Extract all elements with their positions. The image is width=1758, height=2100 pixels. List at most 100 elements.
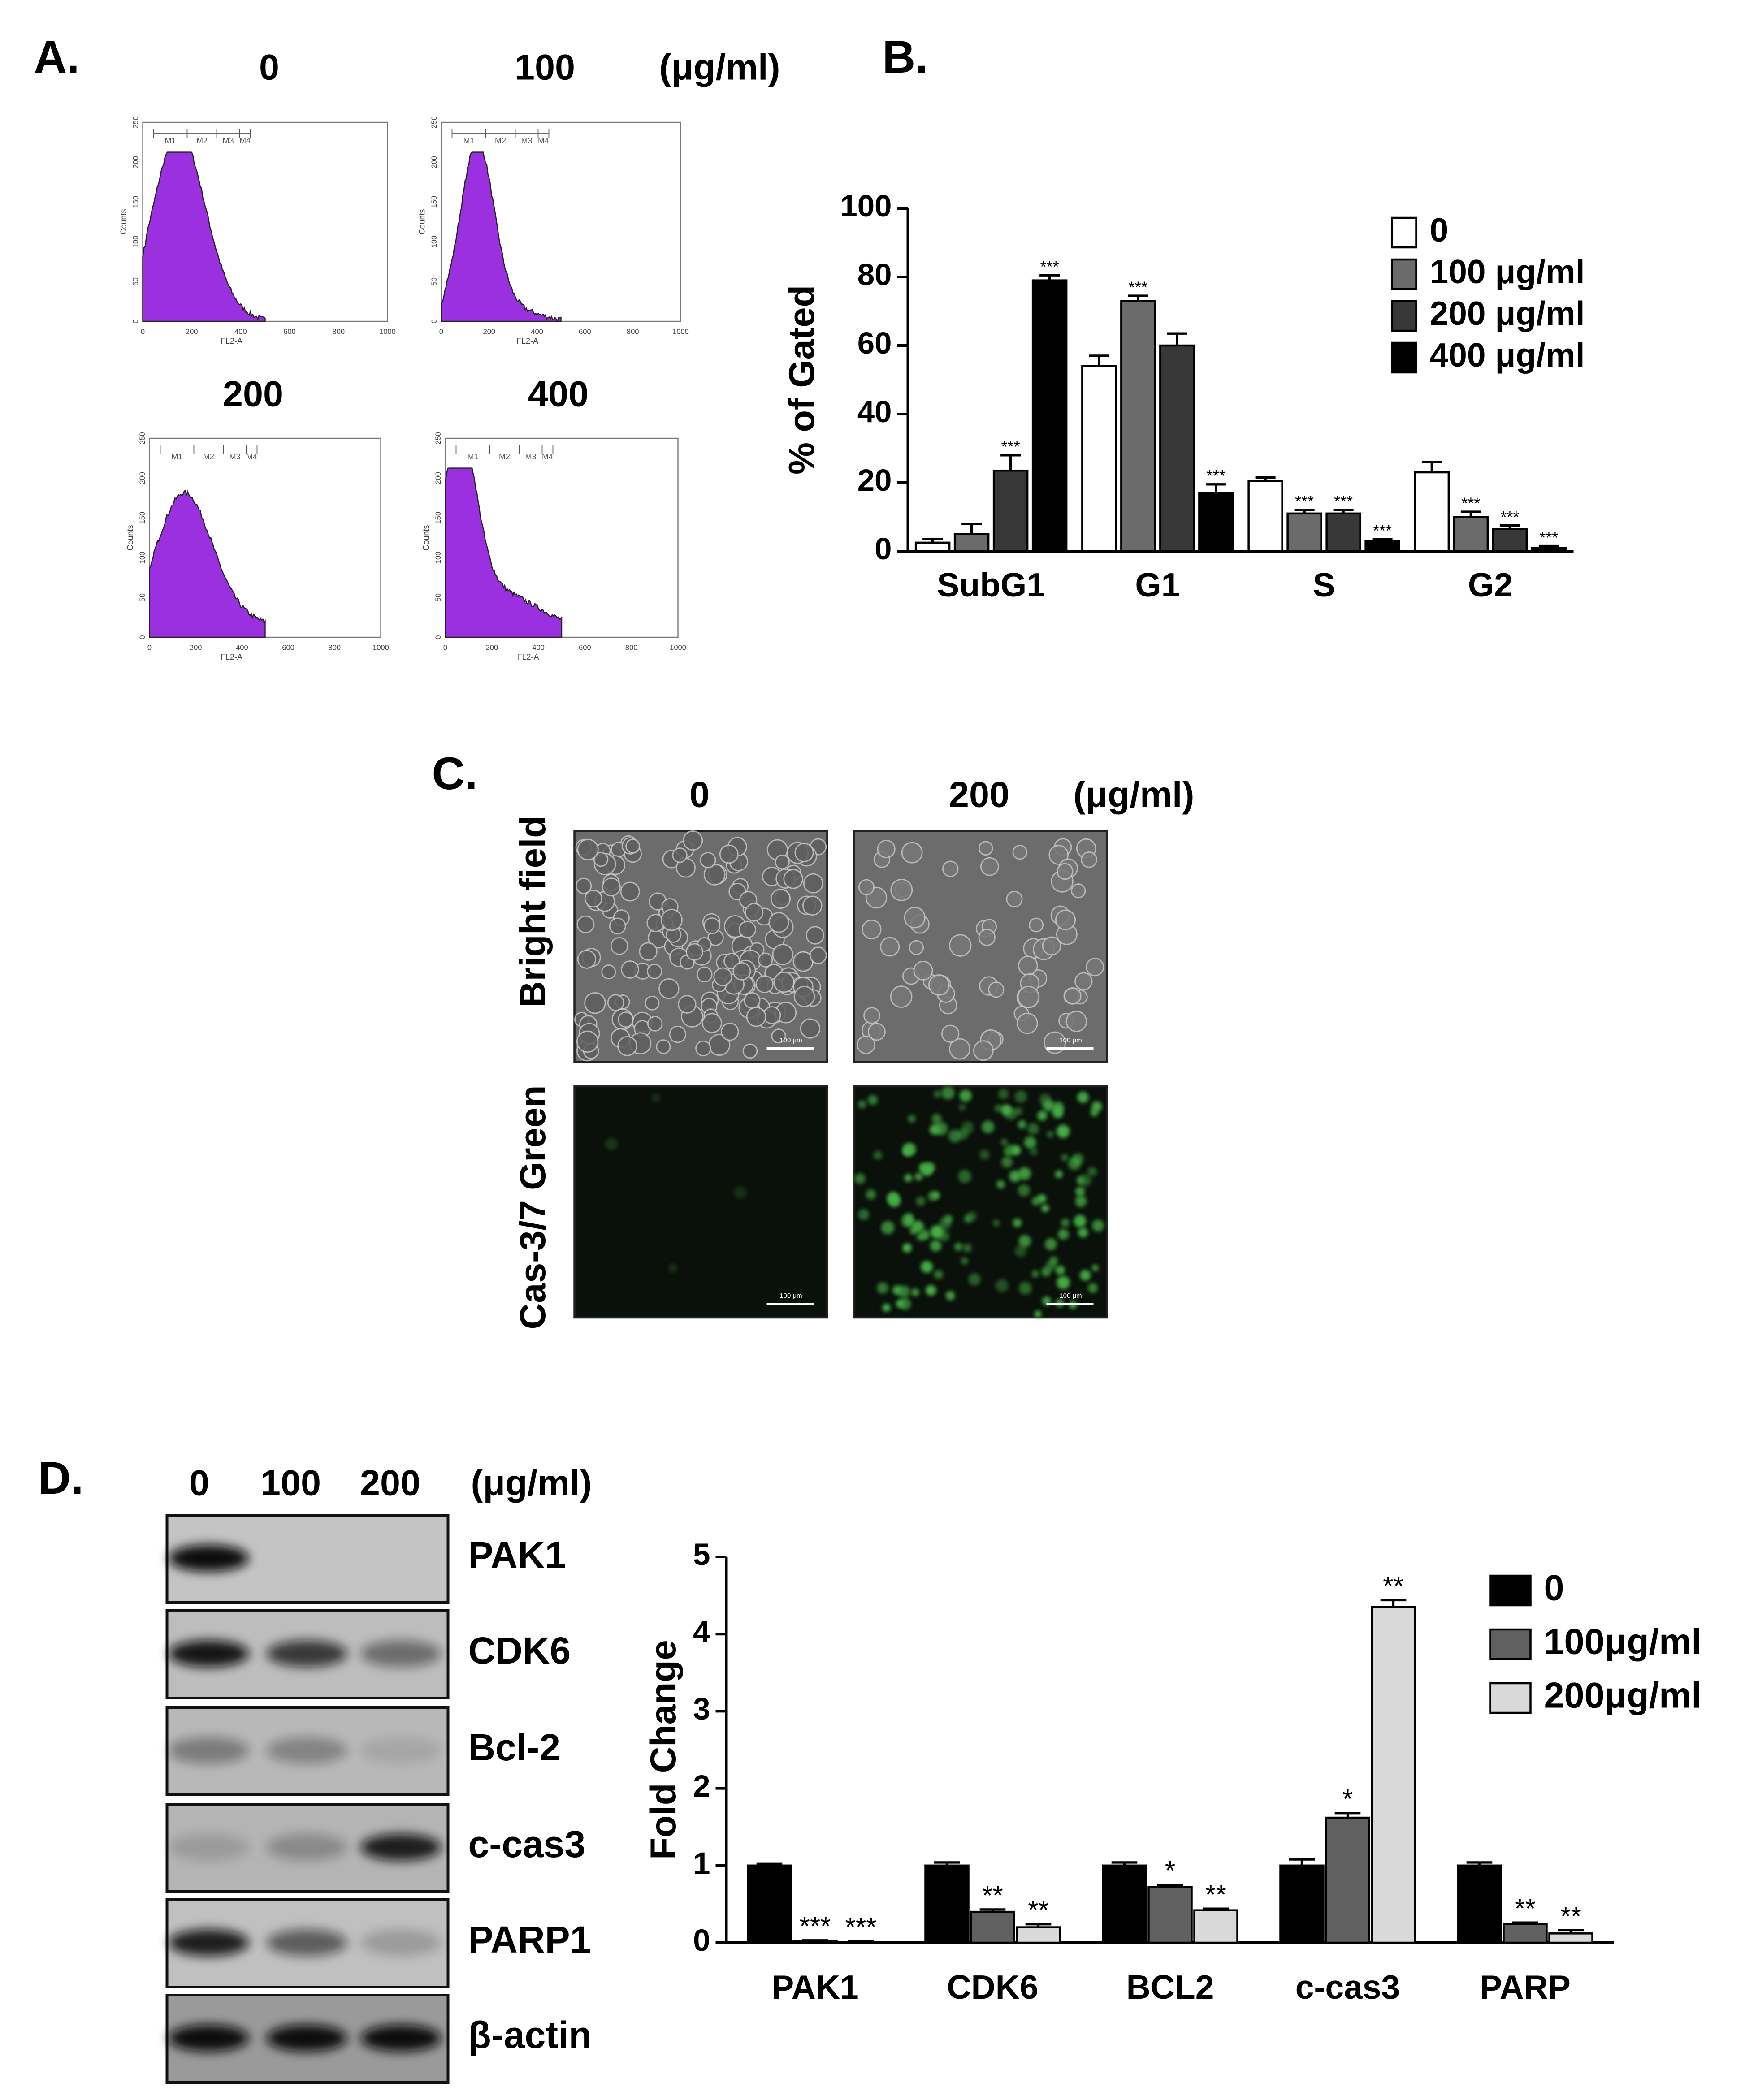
cell: [902, 1243, 912, 1253]
x-tick-label: 200: [486, 644, 498, 652]
y-tick-label: 150: [132, 196, 140, 208]
y-tick-label: 0: [132, 319, 140, 323]
cell: [772, 944, 794, 965]
cell: [995, 1279, 1009, 1292]
significance-label: ***: [1207, 467, 1225, 485]
legend-swatch: [1391, 258, 1417, 290]
cell: [959, 1089, 972, 1102]
error-bar: [1380, 1599, 1407, 1607]
blot-band: [168, 1545, 249, 1572]
y-tick-label: 100: [132, 236, 140, 248]
x-axis-label: FL2-A: [221, 652, 242, 661]
cell: [1034, 1310, 1042, 1318]
cell: [1041, 1204, 1049, 1212]
y-tick-label: 50: [434, 593, 442, 601]
cell: [1000, 1139, 1008, 1146]
cell: [593, 852, 609, 867]
gate-marker: M2: [196, 136, 208, 145]
bar: [1531, 547, 1567, 553]
panel-label: B.: [883, 31, 928, 82]
cell: [1044, 1238, 1057, 1250]
cell: [1029, 917, 1044, 933]
error-bar: [756, 1862, 783, 1866]
cell: [1077, 1091, 1089, 1103]
y-tick-label: 0: [875, 531, 892, 566]
cell: [958, 1103, 966, 1111]
cell: [867, 1095, 878, 1105]
micrograph: [573, 1085, 828, 1319]
cell: [739, 920, 756, 938]
x-tick-label: 400: [236, 644, 248, 652]
cell: [918, 1163, 927, 1172]
bar: [992, 469, 1029, 553]
cell: [1055, 1170, 1063, 1178]
error-bar: [1025, 1923, 1052, 1927]
y-tick-label: 2: [693, 1769, 710, 1803]
cell: [925, 1285, 936, 1296]
cell: [770, 889, 791, 909]
cell: [601, 964, 616, 980]
y-tick-label: 20: [857, 463, 892, 497]
scale-bar-label: 100 μm: [779, 1037, 802, 1044]
significance-label: **: [1560, 1901, 1581, 1931]
cell: [911, 1220, 924, 1233]
error-bar: [1372, 538, 1393, 541]
cell: [928, 974, 950, 996]
error-bar: [1089, 354, 1109, 366]
blot-band: [360, 1640, 442, 1667]
x-tick-label: PARP: [1480, 1968, 1571, 2006]
y-tick-label: 200: [430, 156, 438, 169]
y-axis-label: Fold Change: [643, 1640, 684, 1859]
cell: [1057, 1276, 1070, 1289]
lane-label: 200: [360, 1463, 420, 1503]
bar: [1081, 365, 1117, 553]
cell: [890, 878, 913, 901]
cell: [896, 1299, 905, 1308]
micrograph-cells: [854, 1086, 1104, 1318]
row-label: Bright field: [513, 816, 553, 1007]
cell: [576, 915, 595, 933]
cell: [979, 1149, 990, 1160]
significance-label: ***: [1334, 493, 1353, 511]
cell: [1055, 909, 1076, 930]
cell: [964, 1214, 972, 1223]
cell: [584, 890, 602, 908]
column-label: 200: [949, 774, 1009, 815]
x-tick-label: PAK1: [771, 1968, 858, 2006]
cell: [719, 844, 739, 864]
y-axis-label: Counts: [417, 209, 426, 234]
significance-label: ***: [1539, 528, 1558, 547]
dose-label: 400: [528, 374, 589, 414]
significance-label: ***: [1373, 522, 1392, 540]
cell: [1074, 1214, 1087, 1227]
blot-band: [266, 1834, 347, 1861]
cell: [949, 1038, 970, 1060]
error-bar: [1167, 332, 1187, 346]
cell: [863, 1007, 880, 1024]
significance-label: ***: [845, 1912, 876, 1942]
cell: [882, 1304, 891, 1312]
y-tick-label: 1: [693, 1846, 710, 1880]
legend-label: 100μg/ml: [1544, 1621, 1702, 1662]
cell: [802, 895, 823, 916]
error-bar: [1111, 1861, 1138, 1866]
cell: [982, 1120, 995, 1133]
panel-label: C.: [432, 748, 478, 799]
gate-marker: M3: [222, 136, 234, 145]
cell: [1090, 1109, 1098, 1117]
x-tick-label: 0: [439, 328, 443, 336]
cell: [954, 1242, 963, 1251]
cell: [881, 1221, 895, 1235]
cell: [858, 1100, 866, 1109]
y-tick-label: 150: [434, 512, 442, 524]
blot-band: [168, 1737, 249, 1764]
x-tick-label: G2: [1468, 566, 1513, 604]
cell: [945, 1291, 955, 1301]
cell: [672, 847, 688, 863]
histogram: [142, 151, 266, 322]
cell: [980, 857, 999, 876]
cell: [577, 838, 599, 860]
cell: [645, 995, 660, 1011]
cell: [732, 962, 751, 981]
cell: [1013, 1218, 1022, 1227]
